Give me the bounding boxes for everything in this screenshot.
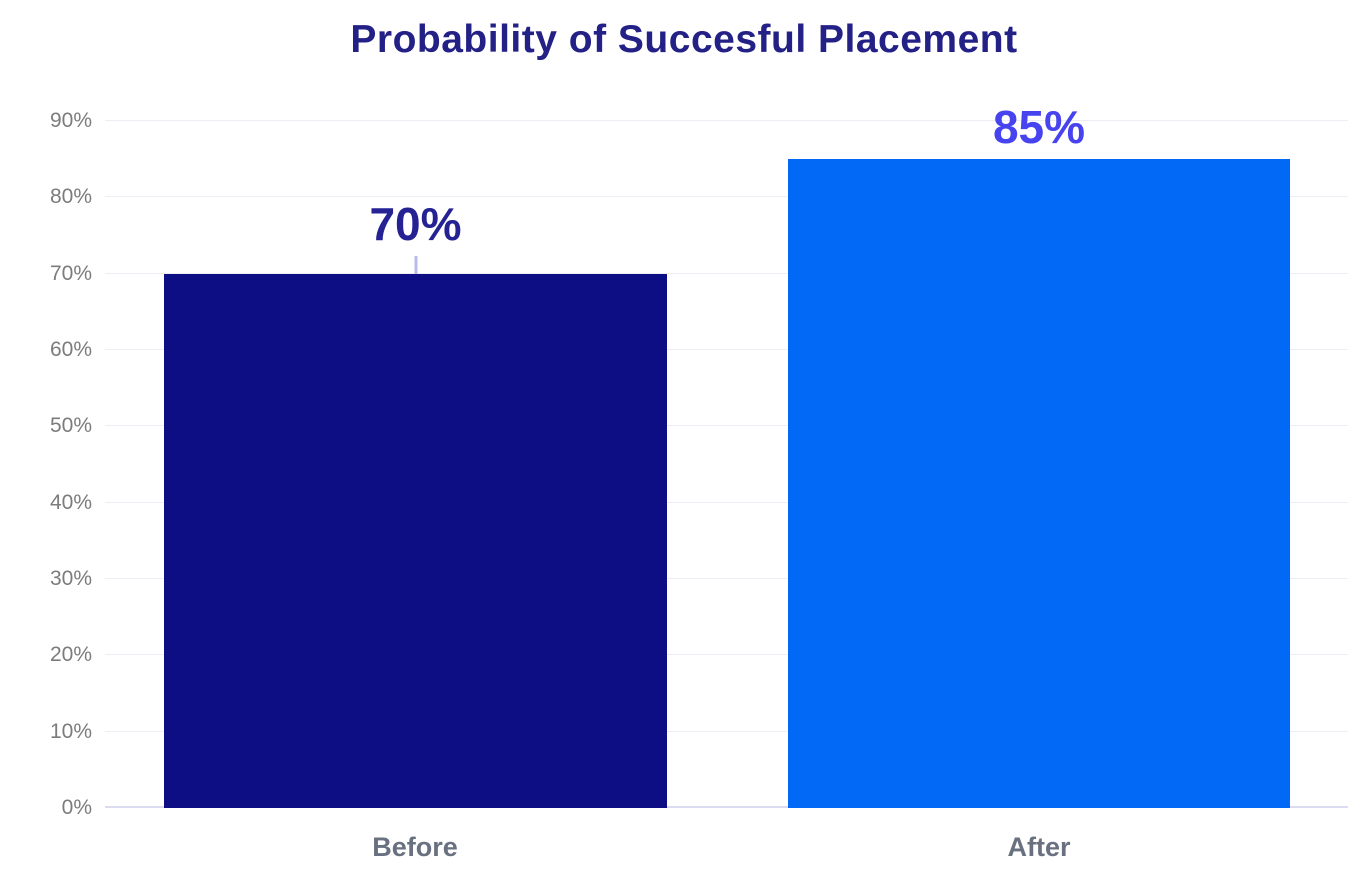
y-tick-label: 30%: [49, 567, 92, 590]
gridline: [105, 654, 1348, 656]
gridline: [105, 349, 1348, 350]
bar-before: [164, 273, 667, 808]
gridline: [105, 425, 1348, 427]
gridline: [105, 272, 1348, 274]
leader-tick: [414, 255, 417, 274]
y-tick-label: 20%: [49, 643, 92, 667]
gridline: [105, 196, 1348, 198]
x-axis-baseline: [105, 806, 1348, 808]
data-label-after: 85%: [992, 101, 1086, 154]
y-axis-tick-labels: 0% 10% 20% 30% 40% 50% 60% 70% 80% 90%: [0, 109, 92, 819]
y-tick-label: 50%: [49, 414, 92, 438]
category-label-after: After: [1007, 832, 1071, 862]
x-axis-labels: Before After: [105, 832, 1348, 872]
category-label-before: Before: [372, 832, 458, 862]
plot-area: 70% 85%: [105, 104, 1348, 808]
gridline: [105, 730, 1348, 732]
y-tick-label: 0%: [61, 796, 92, 819]
gridline: [105, 501, 1348, 503]
gridline: [105, 578, 1348, 579]
y-tick-label: 80%: [49, 185, 92, 209]
bar-after: [788, 159, 1290, 808]
y-tick-label: 10%: [49, 719, 92, 743]
y-tick-label: 90%: [49, 109, 92, 132]
y-tick-label: 60%: [49, 338, 92, 361]
gridline: [105, 120, 1348, 121]
y-tick-label: 70%: [49, 261, 92, 285]
data-label-before: 70%: [369, 197, 462, 250]
chart-title: Probability of Succesful Placement: [350, 18, 1018, 61]
bar-group-after: 85%: [788, 104, 1290, 808]
bar-group-before: 70%: [164, 121, 667, 808]
y-tick-label: 40%: [49, 490, 92, 514]
